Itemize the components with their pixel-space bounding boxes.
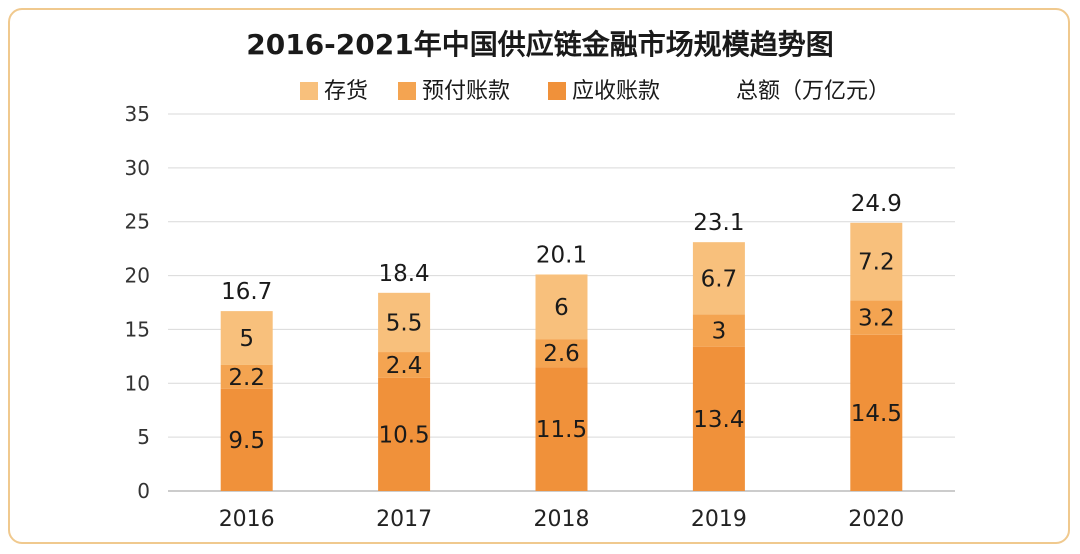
segment-label: 10.5 <box>378 422 429 448</box>
y-tick-label: 15 <box>125 317 150 341</box>
x-tick-label: 2017 <box>376 507 432 532</box>
segment-label: 5 <box>239 326 254 352</box>
total-label: 20.1 <box>536 242 587 268</box>
segment-label: 5.5 <box>386 310 423 336</box>
bar-segment <box>692 346 745 491</box>
total-label: 23.1 <box>693 210 744 236</box>
total-label: 16.7 <box>221 279 272 305</box>
bar-segment <box>692 242 745 315</box>
y-tick-label: 0 <box>137 479 150 503</box>
bar-segment <box>220 311 273 365</box>
x-tick-label: 2019 <box>691 507 747 532</box>
segment-label: 14.5 <box>851 401 902 427</box>
y-tick-label: 5 <box>137 425 150 449</box>
legend-swatch-0 <box>300 82 318 100</box>
bar-segment <box>378 377 431 491</box>
legend-label-1: 预付账款 <box>422 79 510 104</box>
legend: 存货 预付账款 应收账款 <box>300 79 660 104</box>
total-label: 18.4 <box>378 261 429 287</box>
y-tick-label: 30 <box>125 156 150 180</box>
x-tick-label: 2018 <box>534 507 590 532</box>
segment-label: 2.2 <box>228 365 265 391</box>
segment-label: 9.5 <box>228 428 265 454</box>
legend-swatch-2 <box>548 82 566 100</box>
bar-segment <box>378 292 431 353</box>
bar-segment <box>535 339 588 368</box>
segment-label: 7.2 <box>858 250 895 276</box>
segment-label: 3 <box>712 319 727 345</box>
legend-swatch-1 <box>398 82 416 100</box>
bar-segment <box>535 274 588 340</box>
bar-segment <box>378 352 431 378</box>
x-axis: 2016 2017 2018 2019 2020 <box>219 507 905 532</box>
bar-segment <box>850 300 903 335</box>
segment-label: 2.6 <box>543 341 580 367</box>
x-tick-label: 2020 <box>848 507 904 532</box>
bar-segment <box>220 364 273 389</box>
bar-segment <box>535 367 588 491</box>
y-axis: 0 5 10 15 20 25 30 35 <box>125 102 150 503</box>
bar-segment <box>220 388 273 491</box>
segment-label: 13.4 <box>693 407 744 433</box>
segment-label: 3.2 <box>858 306 895 332</box>
legend-label-2: 应收账款 <box>572 79 660 104</box>
y-tick-label: 20 <box>125 264 150 288</box>
bars: 9.5 2.2 5 16.7 10.5 2.4 5.5 18.4 11.5 2.6 6 20.1 13.… <box>220 191 903 491</box>
segment-label: 11.5 <box>536 417 587 443</box>
legend-label-0: 存货 <box>324 79 368 104</box>
x-tick-label: 2016 <box>219 507 275 532</box>
segment-label: 6 <box>554 295 569 321</box>
bar-segment <box>850 222 903 301</box>
total-label: 24.9 <box>851 191 902 217</box>
y-tick-label: 35 <box>125 102 150 126</box>
chart-title: 2016-2021年中国供应链金融市场规模趋势图 <box>246 28 833 61</box>
bar-segment <box>692 314 745 347</box>
bar-segment <box>850 334 903 491</box>
unit-label: 总额（万亿元） <box>736 79 890 104</box>
y-tick-label: 25 <box>125 210 150 234</box>
y-tick-label: 10 <box>125 371 150 395</box>
segment-label: 2.4 <box>386 353 423 379</box>
segment-label: 6.7 <box>701 266 738 292</box>
